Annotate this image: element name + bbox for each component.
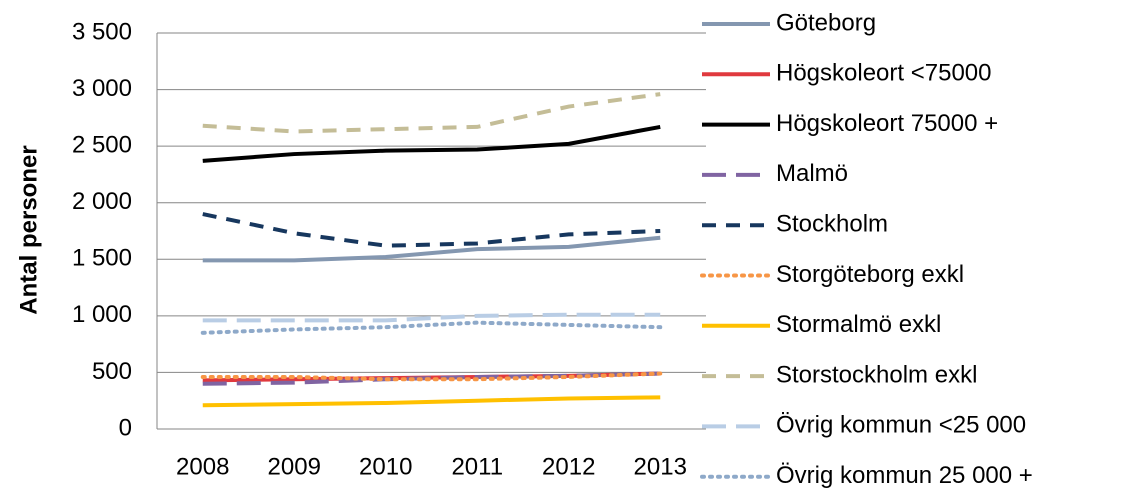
x-tick-label: 2011 <box>451 453 503 480</box>
x-tick-label: 2008 <box>176 453 229 480</box>
series-line <box>202 212 661 248</box>
legend-label: Storstockholm exkl <box>776 361 977 388</box>
series-line <box>202 124 661 163</box>
y-tick-label: 1 000 <box>72 301 132 328</box>
y-tick-label: 3 500 <box>72 18 132 45</box>
y-tick-label: 500 <box>92 358 132 385</box>
series-line <box>202 371 661 386</box>
series-line <box>202 395 661 408</box>
series-line <box>202 312 661 323</box>
legend-label: Övrig kommun 25 000 + <box>776 462 1033 489</box>
legend-label: Övrig kommun <25 000 <box>776 412 1026 439</box>
x-tick-label: 2013 <box>634 453 687 480</box>
x-tick-label: 2010 <box>359 453 412 480</box>
legend-label: Storgöteborg exkl <box>776 261 964 288</box>
series-line <box>202 92 661 134</box>
y-axis-title: Antal personer <box>15 145 42 314</box>
y-tick-label: 3 000 <box>72 75 132 102</box>
legend-label: Göteborg <box>776 9 876 36</box>
y-tick-label: 1 500 <box>72 245 132 272</box>
legend-label: Högskoleort <75000 <box>776 60 991 87</box>
legend-label: Malmö <box>776 160 848 187</box>
legend-label: Stockholm <box>776 211 888 238</box>
series-line <box>200 320 663 335</box>
x-tick-label: 2012 <box>542 453 595 480</box>
x-tick-label: 2009 <box>268 453 321 480</box>
series-line <box>202 235 661 263</box>
y-tick-label: 0 <box>119 414 132 441</box>
y-tick-label: 2 500 <box>72 131 132 158</box>
legend-label: Stormalmö exkl <box>776 311 941 338</box>
y-tick-label: 2 000 <box>72 188 132 215</box>
legend-label: Högskoleort 75000 + <box>776 110 998 137</box>
